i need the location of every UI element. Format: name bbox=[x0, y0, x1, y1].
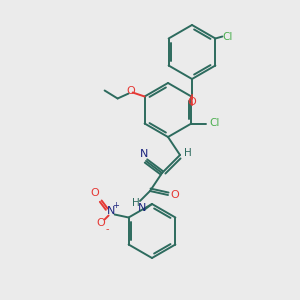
Text: H: H bbox=[132, 198, 140, 208]
Text: O: O bbox=[188, 97, 196, 107]
Text: H: H bbox=[184, 148, 192, 158]
Text: O: O bbox=[90, 188, 99, 197]
Text: O: O bbox=[126, 85, 135, 95]
Text: N: N bbox=[138, 203, 146, 213]
Text: O: O bbox=[96, 218, 105, 229]
Text: N: N bbox=[106, 206, 115, 217]
Text: +: + bbox=[112, 201, 119, 210]
Text: N: N bbox=[140, 149, 148, 159]
Text: Cl: Cl bbox=[209, 118, 220, 128]
Text: -: - bbox=[106, 224, 110, 235]
Text: Cl: Cl bbox=[222, 32, 233, 41]
Text: O: O bbox=[171, 190, 179, 200]
